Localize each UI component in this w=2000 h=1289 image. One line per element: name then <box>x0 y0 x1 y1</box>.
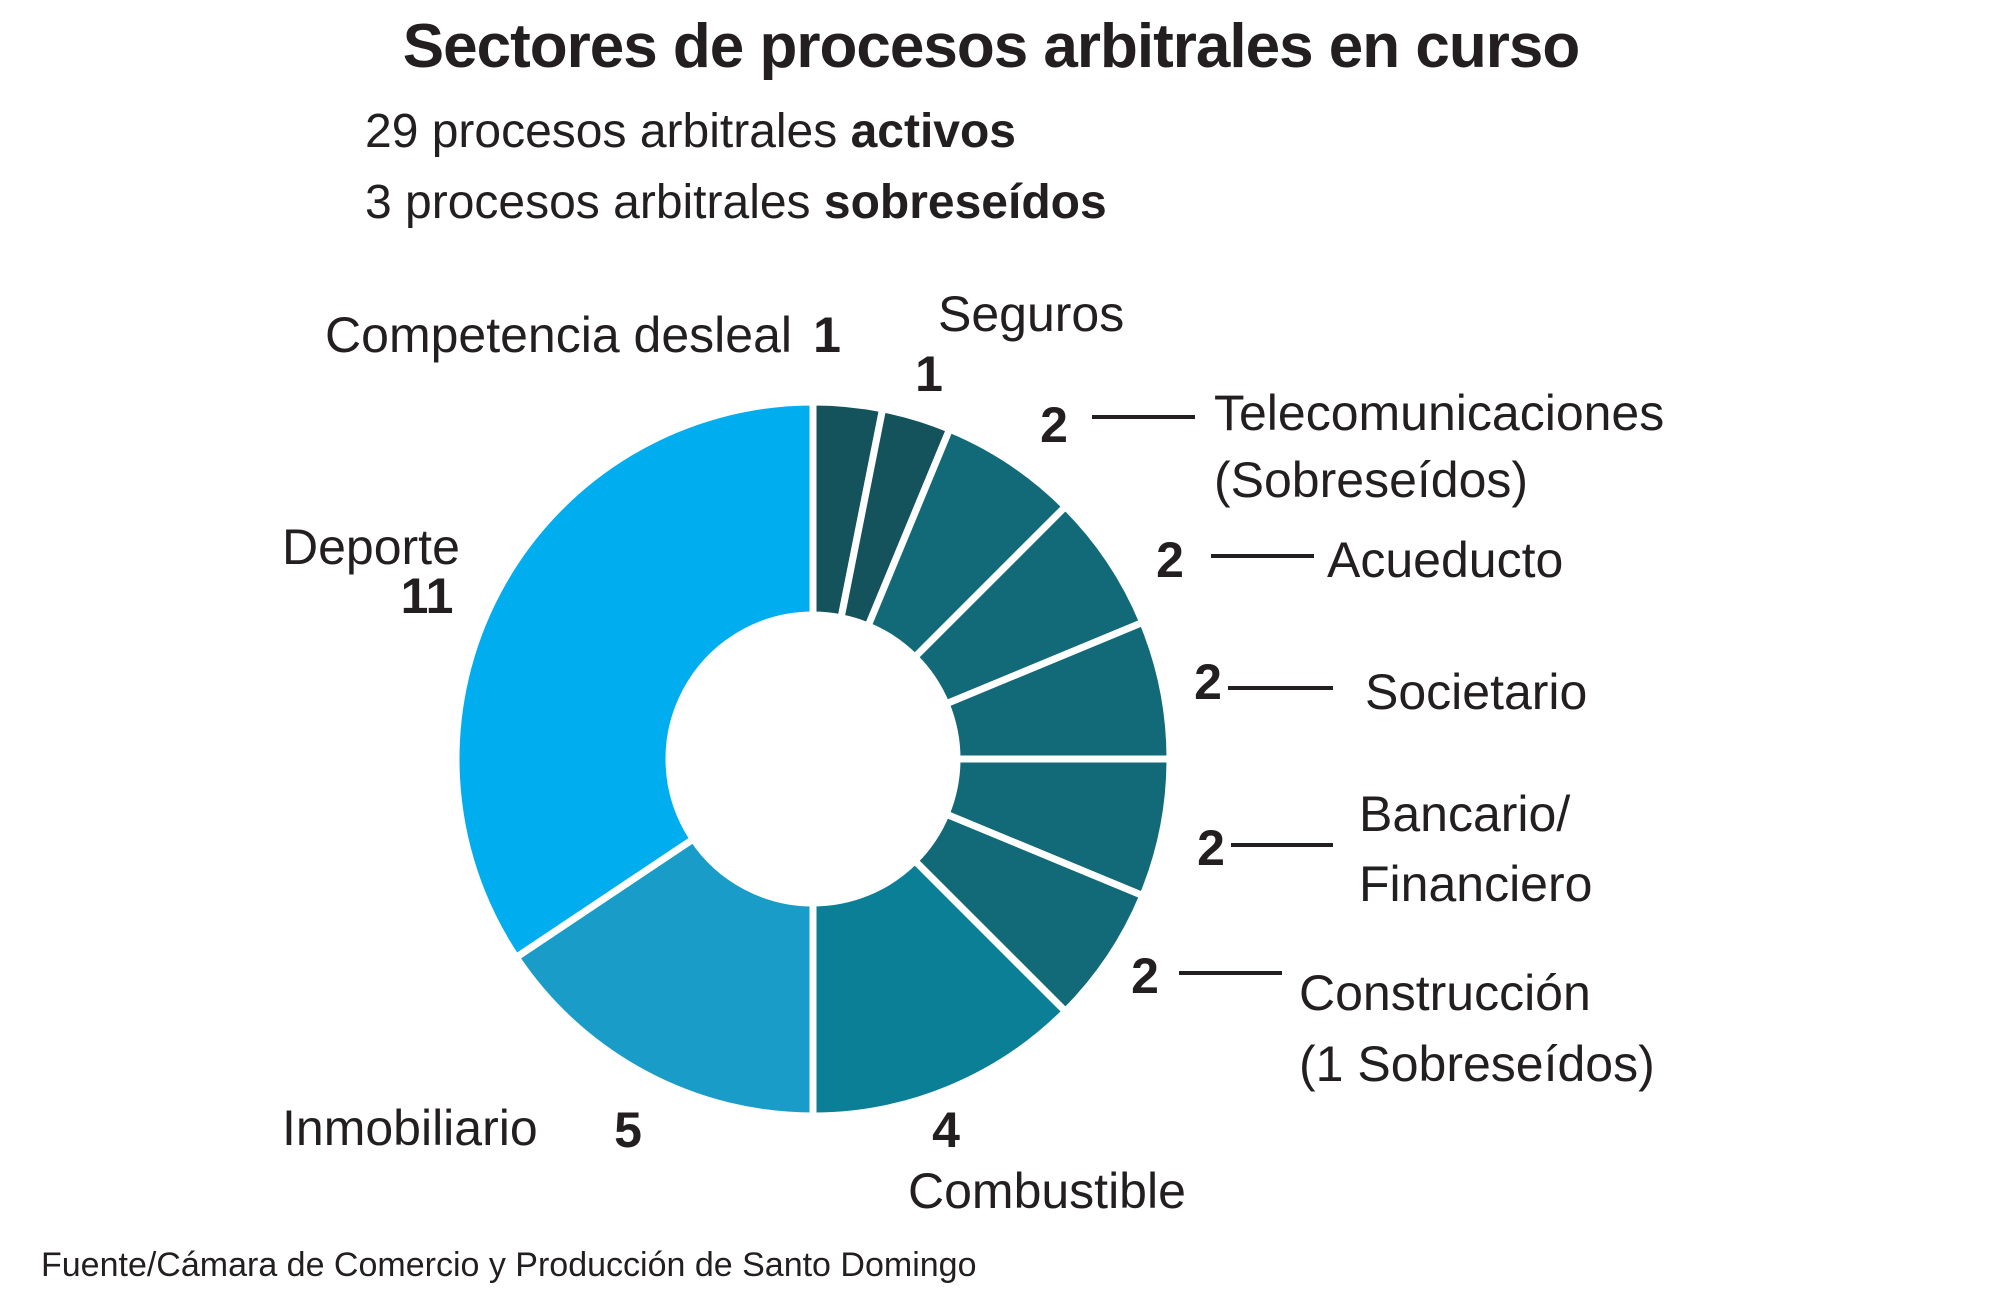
label-inmobiliario: Inmobiliario <box>282 1100 538 1156</box>
value-seguros: 1 <box>915 346 943 402</box>
label-telecomunicaciones-note: (Sobreseídos) <box>1214 452 1528 508</box>
subtitle-1-normal: 29 procesos arbitrales <box>365 105 851 158</box>
label-seguros: Seguros <box>938 286 1124 342</box>
value-bancario: 2 <box>1197 820 1225 876</box>
label-societario: Societario <box>1365 664 1587 720</box>
slice-combustible <box>809 855 1071 1120</box>
label-telecomunicaciones: Telecomunicaciones <box>1214 385 1664 441</box>
donut-slices <box>452 398 1174 1120</box>
value-telecomunicaciones: 2 <box>1040 397 1068 453</box>
value-combustible: 4 <box>932 1102 960 1158</box>
label-deporte: Deporte <box>282 519 460 575</box>
subtitle-1-bold: activos <box>851 105 1016 158</box>
label-combustible: Combustible <box>908 1163 1186 1219</box>
subtitle-2-normal: 3 procesos arbitrales <box>365 176 824 229</box>
slice-deporte <box>452 398 817 963</box>
label-competencia-desleal: Competencia desleal <box>325 307 792 363</box>
subtitle-2-bold: sobreseídos <box>824 176 1107 229</box>
value-societario: 2 <box>1194 654 1222 710</box>
label-financiero: Financiero <box>1359 856 1592 912</box>
label-bancario: Bancario/ <box>1359 786 1570 842</box>
value-construccion: 2 <box>1131 948 1159 1004</box>
value-competencia-desleal: 1 <box>813 307 841 363</box>
source-note: Fuente/Cámara de Comercio y Producción d… <box>41 1246 976 1284</box>
label-construccion-note: (1 Sobreseídos) <box>1299 1036 1655 1092</box>
value-acueducto: 2 <box>1156 532 1184 588</box>
value-inmobiliario: 5 <box>614 1102 642 1158</box>
chart-title: Sectores de procesos arbitrales en curso <box>403 12 1579 81</box>
value-deporte: 11 <box>401 568 454 624</box>
subtitle-line-1: 29 procesos arbitrales activos <box>365 105 1016 158</box>
label-acueducto: Acueducto <box>1327 532 1563 588</box>
label-construccion: Construcción <box>1299 965 1591 1021</box>
subtitle-line-2: 3 procesos arbitrales sobreseídos <box>365 176 1107 229</box>
